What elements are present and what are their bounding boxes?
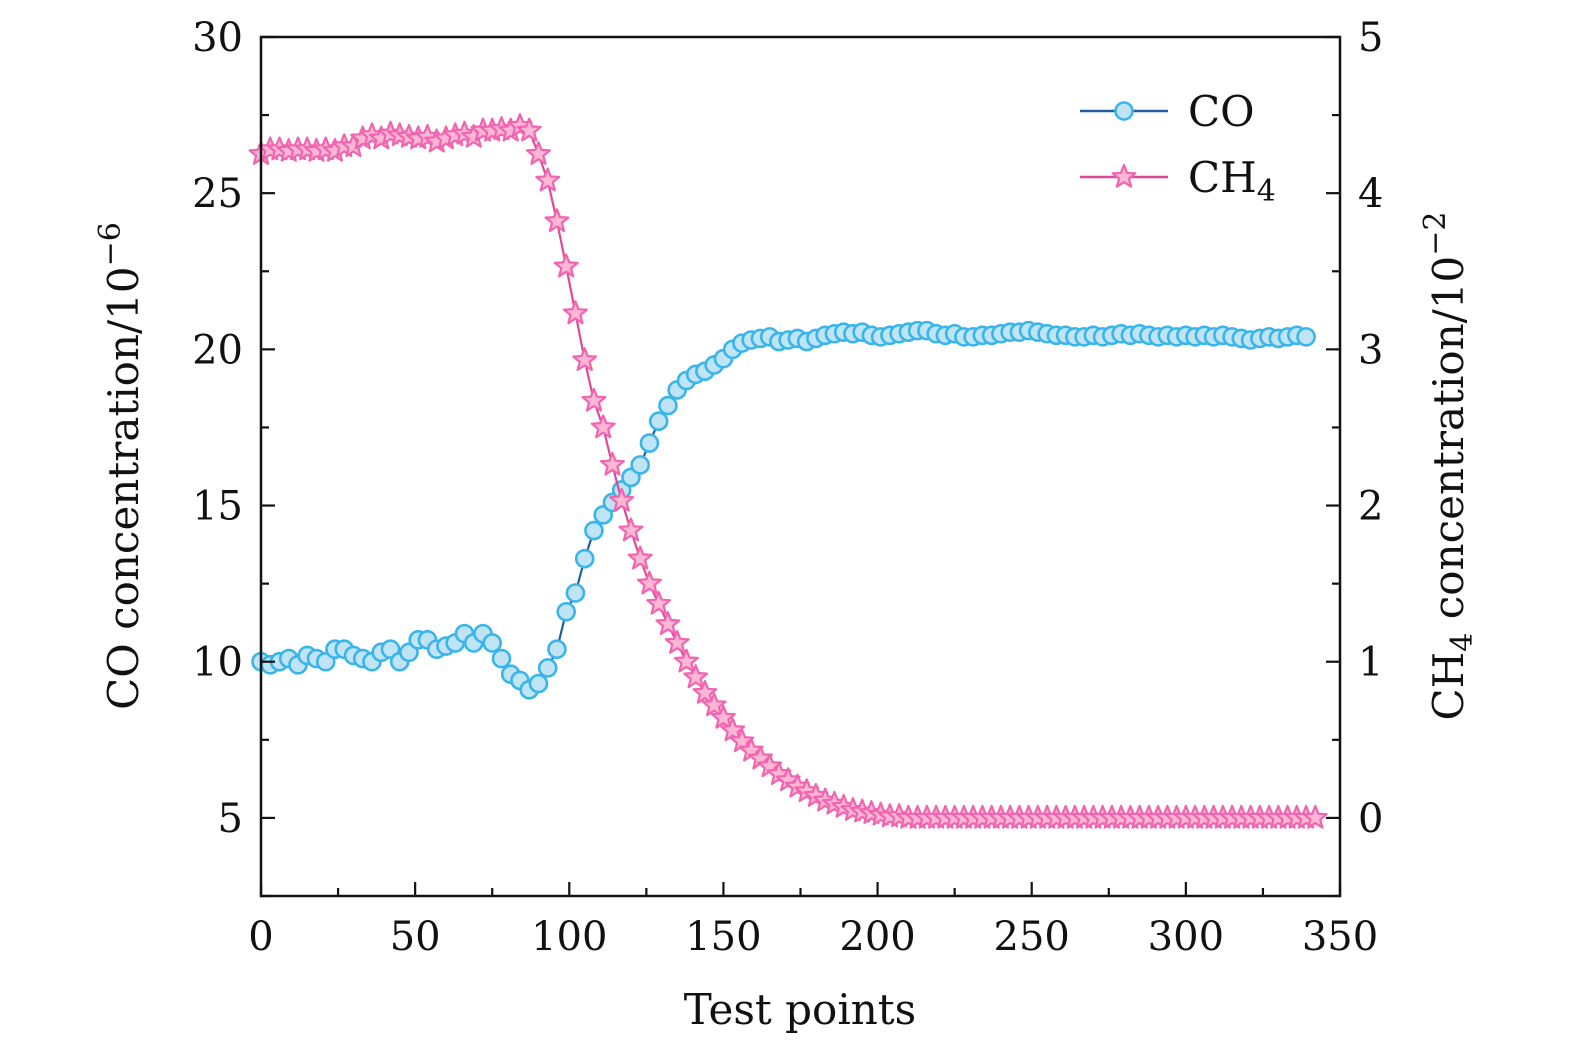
- y-axis-title-left-exp: −6: [93, 222, 128, 266]
- legend-label-ch4: CH4: [1188, 153, 1276, 209]
- y-right-tick-label: 3: [1358, 327, 1383, 373]
- data-point-co: [528, 673, 549, 694]
- y-axis-title-right-mid: concentration/10: [1424, 256, 1473, 633]
- data-point-ch4: [572, 347, 598, 372]
- data-point-ch4: [590, 414, 616, 439]
- data-point-co: [648, 411, 669, 432]
- data-point-co: [556, 601, 577, 622]
- x-tick-label: 250: [994, 914, 1070, 960]
- data-point-co: [537, 658, 558, 678]
- y-left-tick-label: 10: [192, 640, 243, 686]
- data-point-co: [574, 548, 595, 569]
- data-point-ch4: [701, 692, 727, 717]
- data-point-co: [491, 648, 512, 669]
- data-point-ch4: [683, 664, 709, 689]
- data-point-co: [1296, 327, 1316, 347]
- data-point-ch4: [664, 629, 690, 654]
- data-point-co: [658, 395, 678, 416]
- data-point-ch4: [544, 208, 570, 233]
- y-axis-title-right: CH4 concentration/10−2: [1418, 212, 1480, 721]
- x-tick-label: 150: [685, 914, 761, 960]
- y-left-tick-label: 15: [192, 484, 243, 530]
- y-axis-title-left-base: CO concentration/10: [99, 266, 148, 709]
- legend-label-subscript: 4: [1257, 174, 1276, 209]
- y-left-tick-label: 5: [218, 796, 243, 842]
- data-point-co: [547, 639, 567, 660]
- x-tick-label: 300: [1148, 914, 1224, 960]
- y-left-tick-label: 20: [192, 327, 243, 373]
- y-axis-title-left: CO concentration/10−6: [93, 222, 148, 710]
- series-layer: [248, 112, 1328, 829]
- y-right-tick-label: 4: [1358, 171, 1383, 217]
- y-axis-title-right-sub: 4: [1445, 633, 1480, 652]
- x-axis-title: Test points: [684, 985, 916, 1034]
- x-tick-label: 350: [1302, 914, 1378, 960]
- data-point-ch4: [1302, 804, 1328, 829]
- data-point-co: [565, 583, 586, 603]
- data-point-co: [630, 455, 650, 475]
- legend-marker-co: [1114, 101, 1134, 121]
- y-right-tick-label: 1: [1358, 640, 1383, 686]
- y-axis-title-right-exp: −2: [1418, 212, 1453, 256]
- data-point-ch4: [636, 570, 663, 595]
- data-point-ch4: [599, 451, 626, 476]
- legend: CO CH4: [1080, 87, 1276, 209]
- data-point-ch4: [710, 704, 736, 729]
- legend-marker-ch4: [1111, 163, 1137, 188]
- data-point-ch4: [692, 679, 718, 704]
- data-point-ch4: [581, 387, 607, 412]
- legend-label-text: CH: [1188, 153, 1257, 202]
- y-right-tick-label: 5: [1358, 15, 1383, 61]
- data-point-ch4: [562, 300, 589, 325]
- x-tick-label: 50: [390, 914, 441, 960]
- x-tick-label: 0: [248, 914, 273, 960]
- data-point-ch4: [627, 545, 653, 570]
- series-ch4: [248, 112, 1328, 829]
- x-tick-label: 200: [839, 914, 915, 960]
- data-point-ch4: [655, 611, 681, 636]
- data-point-ch4: [720, 717, 746, 742]
- data-point-ch4: [553, 253, 579, 278]
- data-point-ch4: [609, 487, 635, 512]
- y-left-tick-label: 25: [192, 171, 243, 217]
- legend-label-text: CO: [1188, 87, 1255, 136]
- series-co: [251, 320, 1316, 700]
- data-point-ch4: [618, 517, 644, 542]
- y-right-tick-label: 0: [1358, 796, 1383, 842]
- y-right-tick-label: 2: [1358, 484, 1383, 530]
- data-point-ch4: [646, 590, 672, 615]
- data-point-co: [482, 633, 503, 653]
- legend-label-co: CO: [1188, 87, 1255, 136]
- data-point-ch4: [535, 167, 561, 192]
- y-axis-title-right-base: CH: [1424, 652, 1473, 721]
- data-point-ch4: [516, 117, 542, 142]
- data-point-co: [584, 520, 604, 541]
- data-point-co: [639, 433, 660, 453]
- data-point-ch4: [673, 648, 699, 673]
- y-left-tick-label: 30: [192, 15, 243, 61]
- x-tick-label: 100: [531, 914, 607, 960]
- data-point-ch4: [525, 141, 552, 165]
